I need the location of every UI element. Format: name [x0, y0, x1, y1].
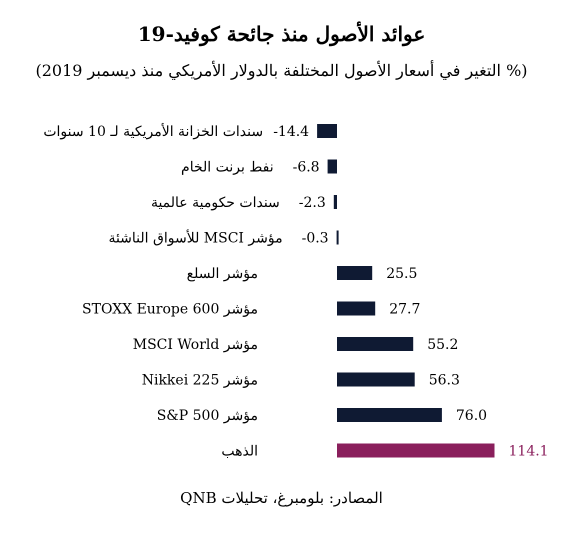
data-label: 56.3 — [429, 373, 460, 389]
bar — [337, 408, 442, 422]
chart-subtitle: (% التغير في أسعار الأصول المختلفة بالدو… — [35, 61, 528, 80]
data-label: 27.7 — [389, 302, 420, 318]
data-label: -14.4 — [273, 124, 309, 140]
data-label: -0.3 — [302, 231, 329, 247]
data-label: 76.0 — [456, 408, 487, 424]
bar — [337, 337, 414, 351]
bar — [317, 124, 337, 138]
source-note: المصادر: بلومبرغ، تحليلات QNB — [180, 489, 383, 507]
category-label: الذهب — [221, 444, 258, 460]
category-label: نفط برنت الخام — [181, 160, 274, 176]
category-label: مؤشر S&P 500 — [157, 408, 258, 424]
data-label: -2.3 — [299, 195, 326, 211]
category-label: سندات حكومية عالمية — [151, 195, 280, 211]
data-label: 114.1 — [509, 444, 549, 460]
category-label: مؤشر MSCI للأسواق الناشئة — [108, 229, 282, 247]
category-label: سندات الخزانة الأمريكية لـ 10 سنوات — [43, 122, 263, 140]
category-label: مؤشر السلع — [187, 266, 258, 282]
bar — [337, 301, 376, 316]
chart-title: عوائد الأصول منذ جائحة كوفيد-19 — [137, 22, 426, 46]
category-label: مؤشر STOXX Europe 600 — [82, 302, 258, 318]
bar — [336, 230, 339, 245]
bar — [337, 266, 373, 280]
bar — [337, 443, 495, 458]
category-label: مؤشر MSCI World — [133, 337, 258, 353]
data-label: 25.5 — [386, 266, 417, 282]
category-label: مؤشر Nikkei 225 — [142, 373, 258, 389]
bar — [327, 159, 337, 174]
bar — [337, 372, 415, 387]
data-label: -6.8 — [293, 160, 320, 176]
data-label: 55.2 — [427, 337, 458, 353]
bar — [333, 195, 337, 209]
